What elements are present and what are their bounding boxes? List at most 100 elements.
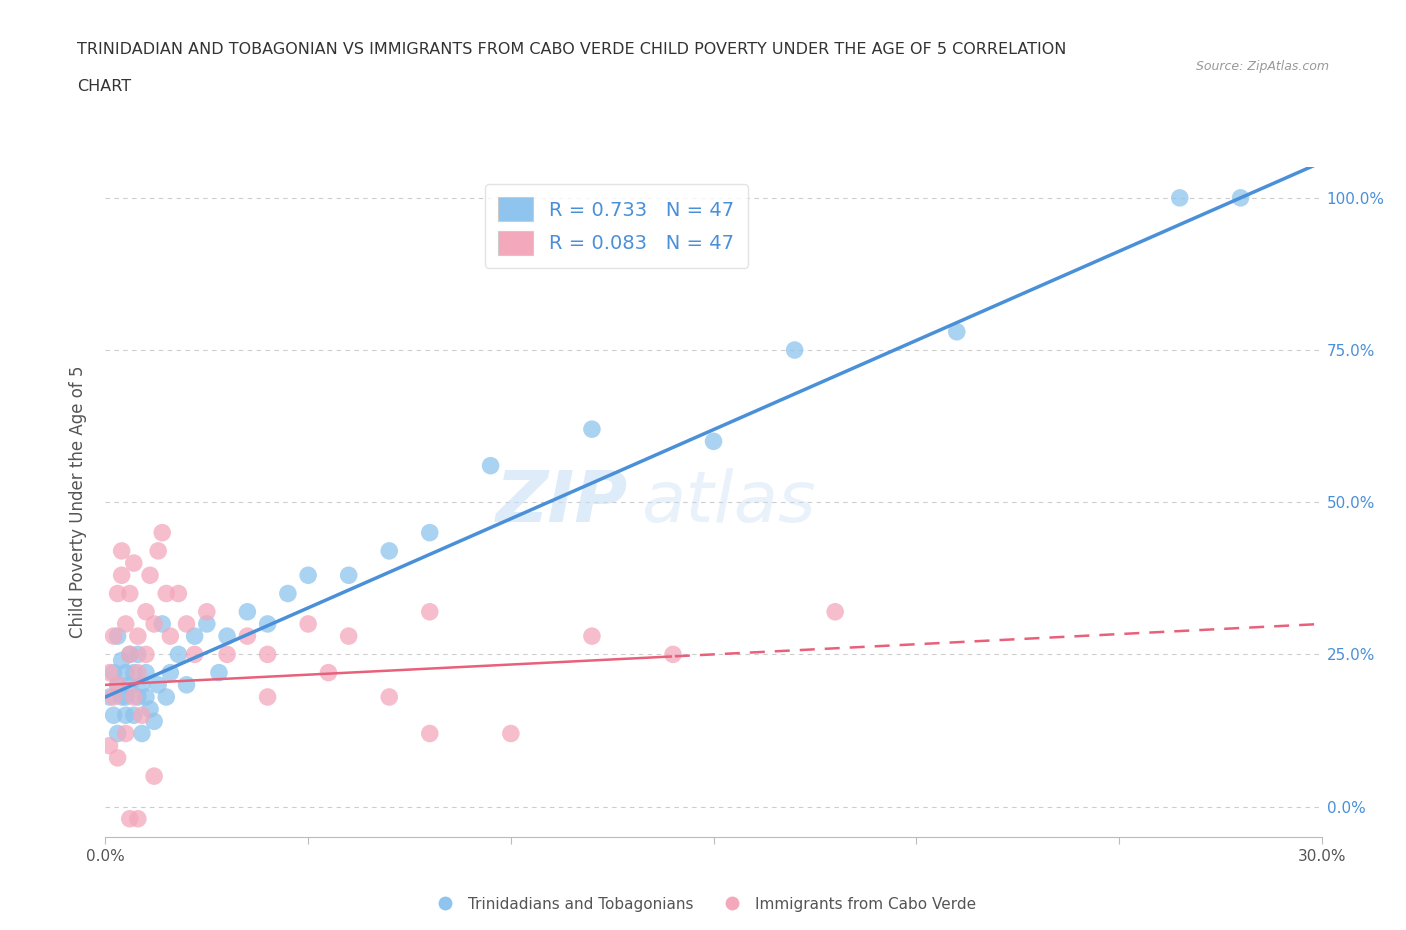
Point: [118, 647, 141, 662]
Point: [183, 629, 205, 644]
Point: [114, 665, 136, 680]
Text: TRINIDADIAN AND TOBAGONIAN VS IMMIGRANTS FROM CABO VERDE CHILD POVERTY UNDER THE: TRINIDADIAN AND TOBAGONIAN VS IMMIGRANTS…: [77, 42, 1067, 57]
Point: [122, 555, 145, 570]
Point: [118, 586, 141, 601]
Point: [155, 689, 177, 704]
Point: [479, 458, 502, 473]
Point: [167, 586, 190, 601]
Point: [103, 708, 125, 723]
Point: [114, 726, 136, 741]
Point: [135, 689, 157, 704]
Point: [111, 653, 134, 668]
Point: [107, 586, 129, 601]
Point: [159, 665, 181, 680]
Point: [111, 568, 134, 583]
Point: [236, 629, 259, 644]
Point: [143, 714, 166, 729]
Point: [143, 617, 166, 631]
Point: [419, 726, 441, 741]
Point: [1229, 191, 1251, 206]
Point: [146, 543, 169, 558]
Point: [297, 617, 319, 631]
Point: [131, 677, 153, 692]
Point: [98, 689, 121, 704]
Point: [824, 604, 846, 619]
Point: [581, 629, 603, 644]
Point: [499, 726, 522, 741]
Point: [107, 751, 129, 765]
Point: [131, 726, 153, 741]
Point: [783, 342, 806, 357]
Y-axis label: Child Poverty Under the Age of 5: Child Poverty Under the Age of 5: [69, 365, 87, 639]
Point: [176, 617, 198, 631]
Point: [155, 586, 177, 601]
Point: [297, 568, 319, 583]
Legend: R = 0.733   N = 47, R = 0.083   N = 47: R = 0.733 N = 47, R = 0.083 N = 47: [485, 184, 748, 268]
Point: [378, 543, 401, 558]
Point: [118, 677, 141, 692]
Point: [111, 543, 134, 558]
Point: [139, 568, 162, 583]
Point: [143, 769, 166, 784]
Point: [118, 647, 141, 662]
Point: [256, 647, 278, 662]
Point: [103, 629, 125, 644]
Point: [98, 738, 121, 753]
Point: [419, 525, 441, 540]
Legend: Trinidadians and Tobagonians, Immigrants from Cabo Verde: Trinidadians and Tobagonians, Immigrants…: [425, 891, 981, 918]
Point: [118, 811, 141, 826]
Point: [945, 325, 967, 339]
Point: [176, 677, 198, 692]
Text: atlas: atlas: [641, 468, 815, 537]
Point: [419, 604, 441, 619]
Point: [114, 617, 136, 631]
Point: [159, 629, 181, 644]
Point: [217, 629, 239, 644]
Point: [318, 665, 340, 680]
Text: ZIP: ZIP: [496, 468, 628, 537]
Point: [107, 726, 129, 741]
Point: [127, 811, 149, 826]
Point: [337, 568, 360, 583]
Point: [114, 689, 136, 704]
Point: [702, 434, 725, 449]
Point: [1168, 191, 1191, 206]
Point: [122, 665, 145, 680]
Point: [236, 604, 259, 619]
Point: [122, 708, 145, 723]
Point: [217, 647, 239, 662]
Point: [337, 629, 360, 644]
Point: [256, 689, 278, 704]
Point: [131, 708, 153, 723]
Point: [662, 647, 685, 662]
Point: [127, 629, 149, 644]
Point: [208, 665, 231, 680]
Point: [195, 604, 218, 619]
Point: [107, 677, 129, 692]
Point: [146, 677, 169, 692]
Point: [167, 647, 190, 662]
Point: [107, 677, 129, 692]
Point: [111, 689, 134, 704]
Point: [103, 689, 125, 704]
Point: [127, 647, 149, 662]
Point: [378, 689, 401, 704]
Text: Source: ZipAtlas.com: Source: ZipAtlas.com: [1195, 60, 1329, 73]
Point: [135, 665, 157, 680]
Point: [98, 665, 121, 680]
Point: [127, 665, 149, 680]
Point: [135, 647, 157, 662]
Point: [150, 617, 173, 631]
Point: [139, 702, 162, 717]
Point: [195, 617, 218, 631]
Point: [135, 604, 157, 619]
Point: [103, 665, 125, 680]
Point: [256, 617, 278, 631]
Point: [127, 689, 149, 704]
Point: [150, 525, 173, 540]
Point: [107, 629, 129, 644]
Point: [581, 421, 603, 436]
Point: [122, 689, 145, 704]
Point: [114, 708, 136, 723]
Point: [277, 586, 299, 601]
